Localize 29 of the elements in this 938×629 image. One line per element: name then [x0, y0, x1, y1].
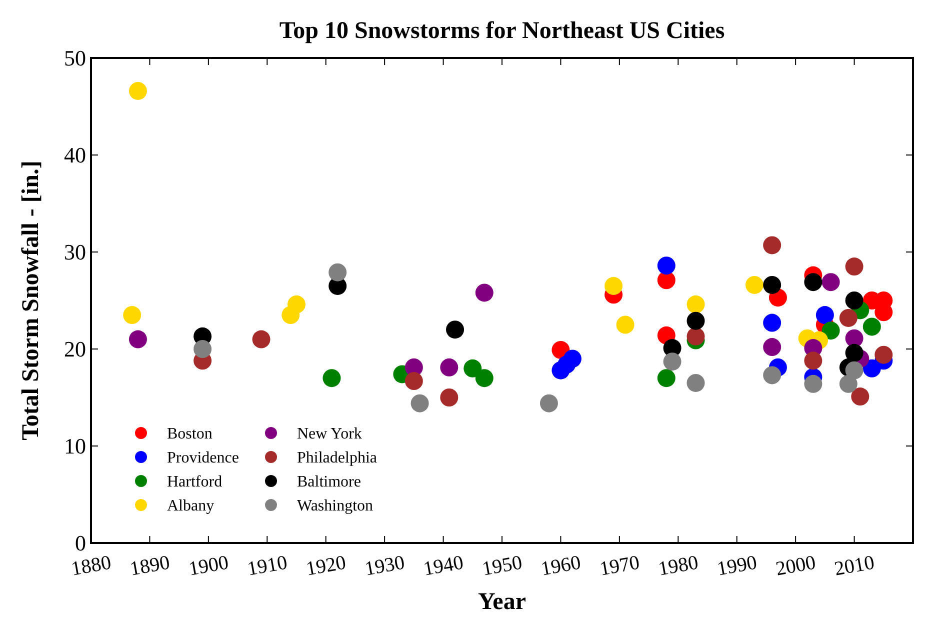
x-tick-label: 1950 — [480, 552, 524, 580]
y-axis-title: Total Storm Snowfall - [in.] — [18, 160, 44, 440]
legend-label: Washington — [297, 498, 374, 515]
legend-label: Hartford — [167, 474, 222, 491]
y-tick-label: 30 — [64, 240, 86, 265]
legend-label: New York — [297, 426, 362, 443]
x-tick-label: 1890 — [128, 552, 172, 580]
x-axis-title: Year — [478, 589, 526, 615]
y-tick-label: 50 — [64, 46, 86, 71]
x-tick-label: 1920 — [304, 552, 348, 580]
x-tick-label: 2010 — [832, 552, 876, 580]
x-tick-label: 1970 — [598, 552, 642, 580]
y-tick-label: 10 — [64, 434, 86, 459]
legend-label: Boston — [167, 426, 212, 443]
x-tick-label: 1960 — [539, 552, 582, 580]
legend-label: Philadelphia — [297, 450, 377, 467]
x-tick-label: 1990 — [715, 552, 759, 580]
chart-title: Top 10 Snowstorms for Northeast US Cities — [279, 18, 725, 44]
x-tick-label: 1940 — [422, 552, 466, 580]
y-tick-label: 40 — [64, 142, 86, 168]
x-tick-label: 1980 — [656, 552, 700, 580]
legend-label: Baltimore — [297, 474, 361, 491]
x-tick-label: 2000 — [774, 552, 818, 580]
x-tick-label: 1910 — [246, 552, 289, 580]
y-tick-label: 20 — [64, 336, 86, 362]
legend-label: Albany — [167, 498, 214, 515]
legend-label: Providence — [167, 450, 239, 467]
x-tick-label: 1900 — [186, 552, 230, 580]
x-tick-label: 1930 — [363, 552, 406, 580]
